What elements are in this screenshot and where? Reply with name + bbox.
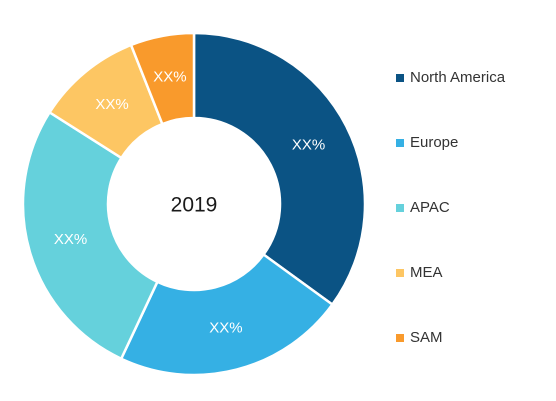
slice-label-mea: XX% [95,96,128,113]
legend: North America Europe APAC MEA SAM [396,69,506,346]
slice-apac [21,110,160,361]
legend-swatch-europe [396,139,404,147]
center-year-label: 2019 [171,194,218,217]
legend-label-mea: MEA [410,264,443,281]
legend-swatch-north-america [396,74,404,82]
legend-swatch-sam [396,334,404,342]
legend-item-apac: APAC [396,199,450,216]
slice-label-europe: XX% [209,319,242,336]
slice-label-apac: XX% [54,231,87,248]
legend-swatch-mea [396,269,404,277]
legend-label-north-america: North America [410,69,506,86]
legend-label-sam: SAM [410,329,443,346]
legend-swatch-apac [396,204,404,212]
legend-item-mea: MEA [396,264,443,281]
legend-item-europe: Europe [396,134,458,151]
legend-item-north-america: North America [396,69,506,86]
slice-europe [119,252,335,377]
slice-labels: XX% XX% XX% XX% XX% [54,69,325,337]
legend-label-europe: Europe [410,134,458,151]
legend-item-sam: SAM [396,329,443,346]
slice-north-america [192,31,367,307]
slice-label-north-america: XX% [292,137,325,154]
donut-slices [21,31,367,377]
slice-label-sam: XX% [153,69,186,86]
slice-sam [129,31,196,126]
legend-label-apac: APAC [410,199,450,216]
